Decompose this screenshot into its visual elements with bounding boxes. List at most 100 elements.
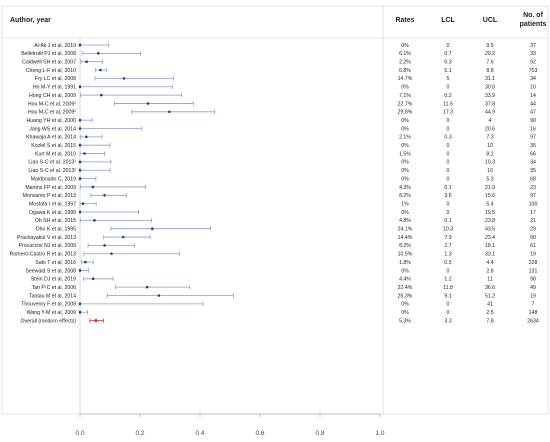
rate-value: 5.3%: [399, 318, 411, 324]
point-estimate: [103, 244, 106, 247]
rate-value: 22.7%: [398, 101, 413, 107]
study-label: Kozlel S et al, 2015: [31, 143, 76, 149]
point-estimate: [146, 102, 150, 105]
study-label: Caldwell SH et al, 2007: [22, 60, 76, 66]
point-estimate: [85, 60, 88, 63]
patients-value: 19: [530, 293, 536, 299]
x-tick-label: 0.8: [315, 430, 324, 437]
point-estimate: [78, 310, 82, 314]
lcl-value: 1.2: [444, 277, 451, 283]
rate-value: 0%: [401, 43, 409, 49]
column-headers: Author, year Rates LCL UCL No. of patients: [10, 12, 547, 28]
rate-value: 0%: [401, 160, 409, 166]
patients-value: 34: [530, 160, 536, 166]
study-row: Sato T et al, 2016 1.8% 0.5 4.4 228: [35, 259, 538, 266]
ucl-value: 7.6: [486, 60, 493, 66]
study-row: Hou M-C et al, 2009² 29.8% 17.3 44.9 47: [28, 109, 536, 116]
ucl-value: 20.2: [485, 51, 495, 57]
study-row: Martins FP et al, 2009 4.3% 0.1 21.9 23: [25, 184, 536, 191]
patients-value: 16: [530, 126, 536, 132]
study-label: Romero-Castro R et al, 2013: [10, 252, 76, 258]
ucl-value: 2.5: [486, 310, 493, 316]
rate-value: 8.2%: [399, 193, 411, 199]
patients-value: 90: [530, 235, 536, 241]
study-label: Tantau M et al, 2014: [29, 293, 76, 299]
rate-value: 1%: [401, 201, 409, 207]
point-estimate: [78, 85, 82, 89]
ucl-value: 8.2: [486, 151, 493, 157]
patients-value: 2634: [527, 318, 539, 324]
study-row: Romero-Castro R et al, 2013 10.5% 1.3 33.1 1…: [10, 251, 536, 258]
rate-value: 6.8%: [399, 68, 411, 74]
study-row: Stein DJ et al, 2019 4.4% 1.2 11 90: [31, 276, 536, 283]
point-estimate: [78, 269, 82, 272]
study-row: Jang WS et al, 2014 0% 0 20.6 16: [29, 126, 536, 132]
point-estimate: [91, 185, 95, 189]
patients-value: 44: [530, 101, 536, 107]
study-label: Ogawa K et al, 1999: [29, 210, 76, 216]
ucl-value: 11: [487, 277, 492, 283]
lcl-value: 3.3: [444, 318, 451, 324]
lcl-value: 0: [447, 176, 450, 182]
lcl-value: 0: [447, 302, 450, 308]
patients-value: 66: [530, 151, 536, 157]
lcl-value: 0: [447, 85, 450, 91]
study-row: Huang YH et al, 2000 0% 0 4 90: [26, 117, 536, 124]
study-label: Kurt M et al, 2010: [35, 151, 76, 157]
study-row: Oho K et al, 1995 24.1% 10.3 43.5 29: [36, 226, 536, 233]
study-row: Liao S-C et al, 2013² 0% 0 10 35: [28, 168, 536, 174]
patients-value: 10: [530, 85, 536, 91]
point-estimate: [93, 219, 96, 222]
rate-value: 0%: [401, 143, 409, 149]
study-label: Hou M-C et al, 2009²: [28, 110, 76, 116]
x-tick-label: 0.4: [195, 430, 204, 437]
rate-value: 24.1%: [398, 227, 413, 233]
study-label: Jang WS et al, 2014: [29, 126, 76, 132]
patients-value: 23: [530, 185, 536, 191]
rate-value: 0%: [401, 126, 409, 132]
x-tick-label: 0.2: [135, 430, 144, 437]
point-estimate: [94, 318, 98, 323]
patients-value: 97: [530, 193, 536, 199]
point-estimate: [78, 118, 82, 122]
patients-value: 35: [530, 143, 536, 149]
study-row: Belletrutti PJ et al, 2008 6.1% 0.7 20.2 33: [21, 51, 536, 57]
point-estimate: [83, 152, 86, 155]
patients-value: 97: [530, 135, 536, 141]
point-estimate: [100, 93, 103, 97]
x-tick-label: 0.6: [255, 430, 264, 437]
lcl-value: 5.1: [444, 68, 451, 74]
study-row: Mostafa I et al, 1997 1% 0 5.4 100: [29, 201, 537, 207]
header-ucl: UCL: [483, 17, 498, 24]
patients-value: 34: [530, 76, 536, 82]
rate-value: 2.2%: [399, 60, 411, 66]
study-row: Ogawa K et al, 1999 0% 0 19.5 17: [29, 209, 536, 216]
lcl-value: 0.2: [444, 93, 451, 99]
header-patients-line-1: No. of: [523, 12, 543, 19]
patients-value: 49: [530, 285, 536, 291]
ucl-value: 37.8: [485, 101, 495, 107]
rate-value: 0%: [401, 210, 409, 216]
point-estimate: [85, 135, 88, 139]
study-label: Al-Ali J et al, 2010: [34, 43, 76, 49]
rate-value: 1.8%: [399, 260, 411, 266]
patients-value: 228: [529, 260, 538, 266]
study-label: Monsanto P et al, 2013: [23, 193, 76, 199]
study-label: Tan P-C et al, 2006: [32, 285, 77, 291]
study-label: Liao S-C et al, 2013¹: [28, 160, 76, 166]
lcl-value: 7.9: [444, 235, 451, 241]
rate-value: 26.3%: [398, 293, 413, 299]
rate-value: 0%: [401, 168, 409, 174]
study-label: Mostafa I et al, 1997: [29, 201, 76, 207]
patients-value: 90: [530, 277, 536, 283]
lcl-value: 3.6: [444, 193, 451, 199]
patients-value: 90: [530, 118, 536, 124]
lcl-value: 10.3: [443, 227, 453, 233]
x-axis: 0.0 0.2 0.4 0.6 0.8 1.0: [75, 413, 385, 437]
rate-value: 14.4%: [398, 235, 413, 241]
rate-value: 14.7%: [398, 76, 413, 82]
study-row: Overall (random effects) 5.3% 3.3 7.8 2634: [20, 318, 539, 324]
ucl-value: 33.9: [485, 93, 495, 99]
